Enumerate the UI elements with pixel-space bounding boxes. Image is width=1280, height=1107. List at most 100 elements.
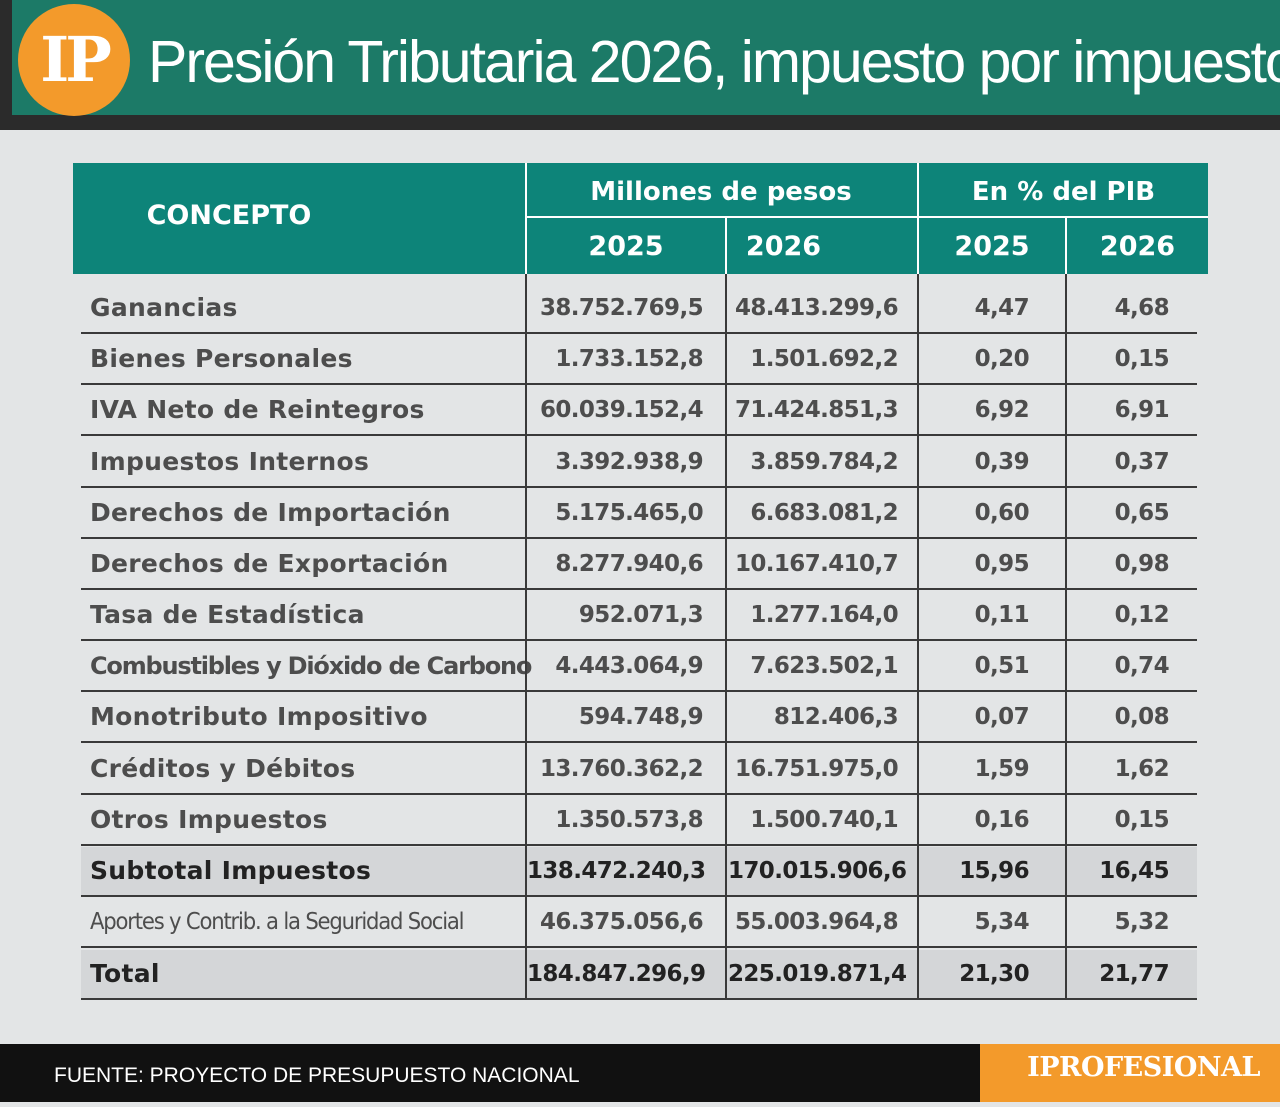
group-header-pib: En % del PIB (971, 177, 1156, 207)
value-pib-2025: 0,95 (974, 551, 1030, 577)
table-header: CONCEPTO Millones de pesos En % del PIB … (73, 163, 1208, 274)
value-millions-2026: 1.501.692,2 (750, 346, 898, 372)
value-millions-2025: 8.277.940,6 (555, 551, 703, 577)
value-millions-2026: 812.406,3 (773, 704, 899, 730)
column-divider (1065, 274, 1067, 1000)
group-header-millions: Millones de pesos (590, 177, 852, 207)
header-divider (525, 216, 1208, 218)
value-millions-2025: 952.071,3 (578, 602, 704, 628)
value-millions-2026: 3.859.784,2 (750, 449, 898, 475)
value-millions-2026: 7.623.502,1 (750, 653, 898, 679)
column-divider (525, 274, 527, 1000)
total-row: Total 184.847.296,9 225.019.871,4 21,30 … (81, 950, 1197, 1000)
value-pib-2025: 15,96 (959, 858, 1029, 884)
value-pib-2025: 0,16 (974, 807, 1030, 833)
value-millions-2026: 1.277.164,0 (750, 602, 898, 628)
value-millions-2025: 13.760.362,2 (539, 756, 704, 782)
value-pib-2026: 0,98 (1114, 551, 1170, 577)
value-millions-2026: 48.413.299,6 (734, 295, 899, 321)
year-header-m2025: 2025 (588, 231, 664, 262)
value-millions-2026: 16.751.975,0 (734, 756, 899, 782)
value-pib-2025: 5,34 (974, 909, 1030, 935)
table-row: Derechos de Importación 5.175.465,0 6.68… (81, 489, 1197, 539)
value-pib-2025: 0,51 (974, 653, 1030, 679)
value-millions-2025: 594.748,9 (578, 704, 704, 730)
header-divider (725, 218, 727, 274)
header-left-edge (0, 0, 12, 130)
value-pib-2025: 1,59 (974, 756, 1030, 782)
table-row: Ganancias 38.752.769,5 48.413.299,6 4,47… (81, 284, 1197, 334)
value-millions-2026: 170.015.906,6 (728, 858, 907, 884)
value-millions-2026: 71.424.851,3 (734, 397, 899, 423)
subtotal-row: Subtotal Impuestos 138.472.240,3 170.015… (81, 847, 1197, 897)
value-millions-2026: 10.167.410,7 (734, 551, 899, 577)
value-pib-2026: 0,15 (1114, 807, 1170, 833)
row-label: Otros Impuestos (90, 805, 328, 834)
table-row: Combustibles y Dióxido de Carbono 4.443.… (81, 642, 1197, 692)
ip-logo: IP (18, 4, 130, 116)
value-millions-2025: 138.472.240,3 (527, 858, 706, 884)
value-millions-2025: 46.375.056,6 (539, 909, 704, 935)
value-pib-2026: 0,12 (1114, 602, 1170, 628)
brand-logo: IPROFESIONAL (1027, 1052, 1260, 1083)
value-pib-2026: 6,91 (1114, 397, 1170, 423)
value-millions-2025: 60.039.152,4 (539, 397, 704, 423)
footer-bottom-edge (0, 1102, 1280, 1107)
row-label: Derechos de Exportación (90, 549, 449, 578)
value-millions-2025: 184.847.296,9 (527, 961, 706, 987)
value-millions-2026: 6.683.081,2 (750, 500, 898, 526)
header-divider (525, 163, 527, 274)
table-row: IVA Neto de Reintegros 60.039.152,4 71.4… (81, 386, 1197, 436)
header-divider (917, 163, 919, 274)
value-pib-2026: 4,68 (1114, 295, 1170, 321)
value-millions-2025: 3.392.938,9 (555, 449, 703, 475)
row-label: Ganancias (90, 293, 238, 322)
value-millions-2025: 4.443.064,9 (555, 653, 703, 679)
row-label: IVA Neto de Reintegros (90, 395, 425, 424)
value-millions-2025: 5.175.465,0 (555, 500, 703, 526)
value-pib-2026: 21,77 (1099, 961, 1169, 987)
value-pib-2025: 21,30 (959, 961, 1029, 987)
value-millions-2026: 225.019.871,4 (728, 961, 907, 987)
table-row: Créditos y Débitos 13.760.362,2 16.751.9… (81, 745, 1197, 795)
table-row: Monotributo Impositivo 594.748,9 812.406… (81, 693, 1197, 743)
header-divider (1065, 218, 1067, 274)
column-divider (917, 274, 919, 1000)
value-pib-2025: 4,47 (974, 295, 1030, 321)
value-pib-2026: 0,74 (1114, 653, 1170, 679)
source-note: FUENTE: PROYECTO DE PRESUPUESTO NACIONAL (54, 1064, 580, 1087)
row-label: Total (90, 959, 160, 988)
value-pib-2025: 0,60 (974, 500, 1030, 526)
value-pib-2025: 0,20 (974, 346, 1030, 372)
value-millions-2025: 38.752.769,5 (539, 295, 704, 321)
brand-box (980, 1044, 1280, 1102)
value-pib-2026: 0,65 (1114, 500, 1170, 526)
value-millions-2026: 1.500.740,1 (750, 807, 898, 833)
header-banner (0, 0, 1280, 130)
value-pib-2026: 16,45 (1099, 858, 1169, 884)
table-row: Derechos de Exportación 8.277.940,6 10.1… (81, 540, 1197, 590)
table-row: Impuestos Internos 3.392.938,9 3.859.784… (81, 438, 1197, 488)
column-divider (725, 274, 727, 1000)
row-label: Créditos y Débitos (90, 754, 356, 783)
row-label: Monotributo Impositivo (90, 702, 428, 731)
year-header-p2026: 2026 (1099, 231, 1176, 262)
table-row: Tasa de Estadística 952.071,3 1.277.164,… (81, 591, 1197, 641)
value-pib-2025: 6,92 (974, 397, 1030, 423)
year-header-p2025: 2025 (954, 231, 1030, 262)
value-millions-2026: 55.003.964,8 (734, 909, 899, 935)
row-label: Tasa de Estadística (90, 600, 365, 629)
year-header-m2026: 2026 (745, 231, 822, 262)
value-pib-2026: 0,08 (1114, 704, 1170, 730)
row-label: Combustibles y Dióxido de Carbono (90, 652, 532, 680)
value-millions-2025: 1.733.152,8 (555, 346, 703, 372)
table-row: Otros Impuestos 1.350.573,8 1.500.740,1 … (81, 796, 1197, 846)
value-pib-2025: 0,39 (974, 449, 1030, 475)
value-pib-2026: 0,15 (1114, 346, 1170, 372)
row-label: Derechos de Importación (90, 498, 451, 527)
value-pib-2026: 0,37 (1114, 449, 1170, 475)
row-label: Impuestos Internos (90, 447, 370, 476)
value-pib-2026: 5,32 (1114, 909, 1170, 935)
page-title: Presión Tributaria 2026, impuesto por im… (148, 29, 1280, 95)
value-millions-2025: 1.350.573,8 (555, 807, 703, 833)
